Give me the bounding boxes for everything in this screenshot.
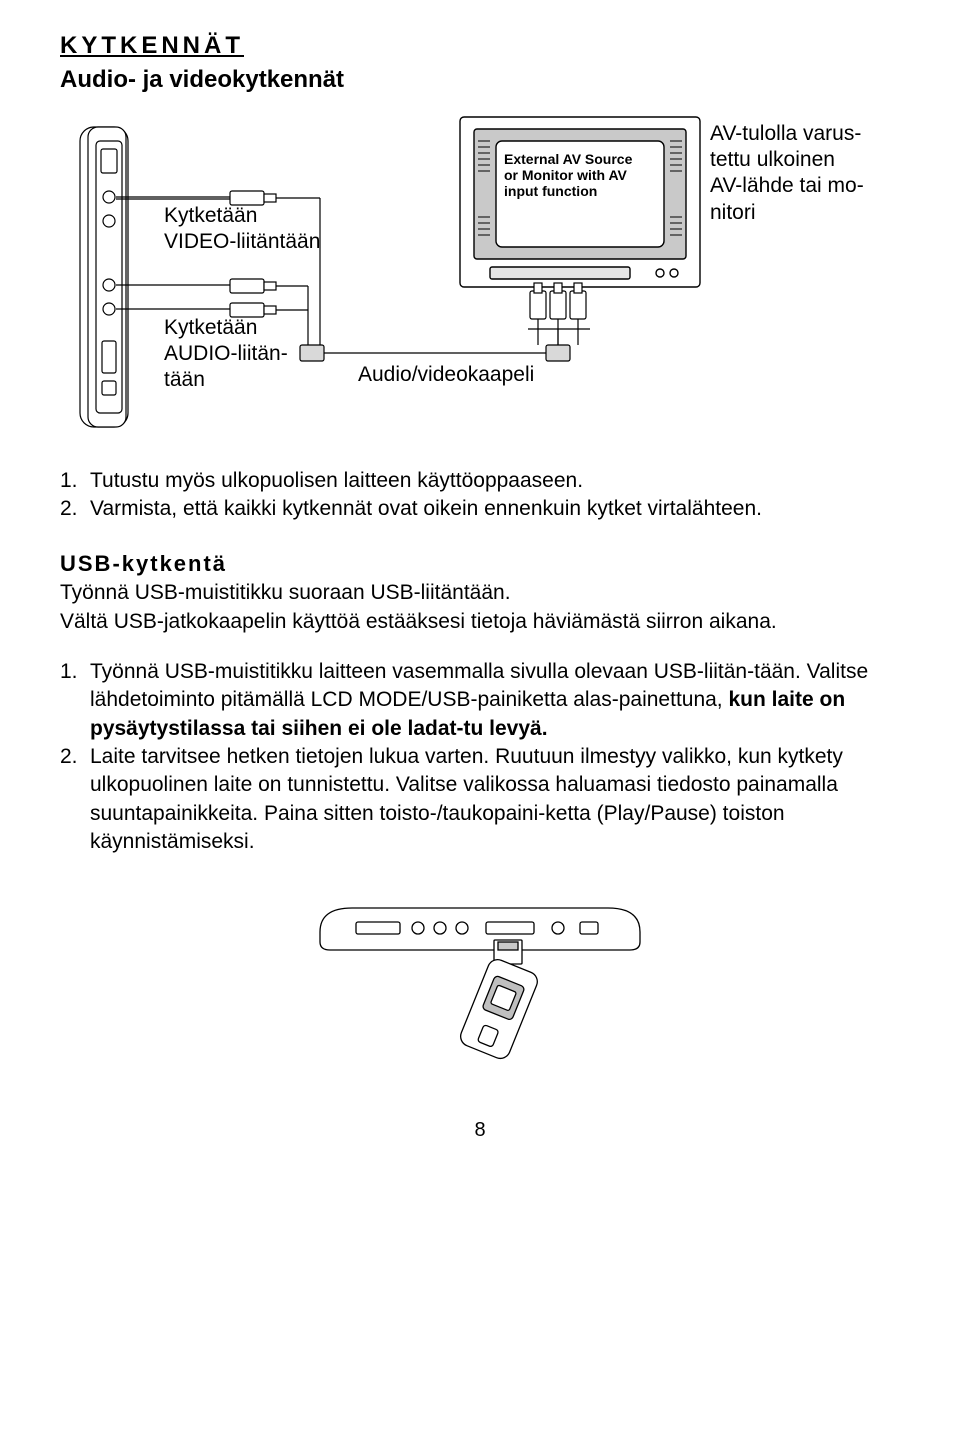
usb-intro1: Työnnä USB-muistitikku suoraan USB-liitä… — [60, 579, 900, 607]
list1-num2: 2. — [60, 495, 90, 523]
usb-heading: USB-kytkentä — [60, 549, 900, 579]
sub-heading: Audio- ja videokytkennät — [60, 64, 900, 96]
page-container: KYTKENNÄT Audio- ja videokytkennät — [0, 0, 960, 1164]
usb-diagram — [60, 880, 900, 1088]
list1-text1: Tutustu myös ulkopuolisen laitteen käytt… — [90, 467, 583, 495]
intro-list: 1. Tutustu myös ulkopuolisen laitteen kä… — [60, 467, 900, 524]
usb-intro2: Vältä USB-jatkokaapelin käyttöä estääkse… — [60, 608, 900, 636]
label-audio: KytketäänAUDIO-liitän-tään — [164, 315, 288, 394]
list1-num1: 1. — [60, 467, 90, 495]
page-number: 8 — [60, 1117, 900, 1144]
usb-body: Työnnä USB-muistitikku suoraan USB-liitä… — [60, 579, 900, 856]
cable-label: Audio/videokaapeli — [358, 361, 534, 389]
main-heading: KYTKENNÄT — [60, 30, 900, 62]
usb-list-num2: 2. — [60, 743, 90, 856]
usb-list-num1: 1. — [60, 658, 90, 743]
label-video: KytketäänVIDEO-liitäntään — [164, 203, 320, 256]
monitor-screen-text: External AV Sourceor Monitor with AVinpu… — [504, 151, 632, 199]
right-device-label: AV-tulolla varus-tettu ulkoinenAV-lähde … — [710, 121, 864, 226]
usb-list-text1: Työnnä USB-muistitikku laitteen vasemmal… — [90, 658, 900, 743]
connection-diagram: KytketäänVIDEO-liitäntään KytketäänAUDIO… — [60, 107, 900, 467]
usb-list-text2: Laite tarvitsee hetken tietojen lukua va… — [90, 743, 900, 856]
list1-text2: Varmista, että kaikki kytkennät ovat oik… — [90, 495, 762, 523]
